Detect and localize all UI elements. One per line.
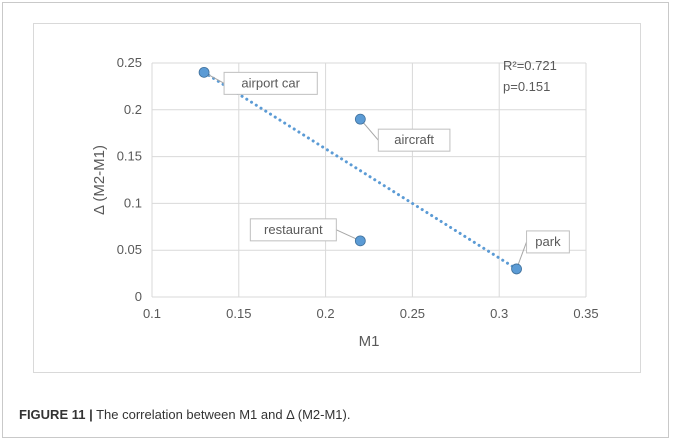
r-squared-annotation: R²=0.721 <box>503 58 557 73</box>
figure-caption: FIGURE 11 | The correlation between M1 a… <box>19 407 350 422</box>
y-tick-label: 0.05 <box>117 242 142 257</box>
y-tick-label: 0 <box>135 289 142 304</box>
p-value-annotation: p=0.151 <box>503 79 550 94</box>
trendline <box>202 70 519 271</box>
data-point <box>511 263 522 275</box>
point-label: park <box>535 234 561 249</box>
data-point <box>198 66 210 78</box>
point-label: aircraft <box>394 132 434 147</box>
point-label-box <box>526 230 570 254</box>
point-label: airport car <box>241 75 300 90</box>
x-tick-label: 0.1 <box>143 306 161 321</box>
x-tick-label: 0.15 <box>226 306 251 321</box>
x-tick-label: 0.25 <box>400 306 425 321</box>
point-label: restaurant <box>264 222 323 237</box>
y-tick-label: 0.15 <box>117 149 142 164</box>
data-point <box>354 113 366 125</box>
y-tick-label: 0.1 <box>124 195 142 210</box>
x-tick-label: 0.35 <box>573 306 598 321</box>
chart-panel: 0.1 0.15 0.2 0.25 0.3 0.35 0 0.05 0.1 0.15 0.2 0.25… <box>33 23 641 373</box>
x-tick-label: 0.2 <box>317 306 335 321</box>
point-label-box <box>377 128 451 152</box>
point-label-box <box>249 218 337 242</box>
x-axis-title: M1 <box>359 333 380 350</box>
y-tick-label: 0.25 <box>117 55 142 70</box>
y-tick-label: 0.2 <box>124 102 142 117</box>
figure-number: FIGURE 11 | <box>19 407 93 422</box>
data-point <box>354 235 366 247</box>
scatter-chart: 0.1 0.15 0.2 0.25 0.3 0.35 0 0.05 0.1 0.15 0.2 0.25… <box>91 55 599 350</box>
y-axis-title: Δ (M2-M1) <box>91 145 108 215</box>
point-label-box <box>223 71 318 95</box>
figure-frame: 0.1 0.15 0.2 0.25 0.3 0.35 0 0.05 0.1 0.15 0.2 0.25… <box>2 2 669 438</box>
x-tick-label: 0.3 <box>490 306 508 321</box>
caption-text: The correlation between M1 and Δ (M2-M1)… <box>96 407 351 422</box>
